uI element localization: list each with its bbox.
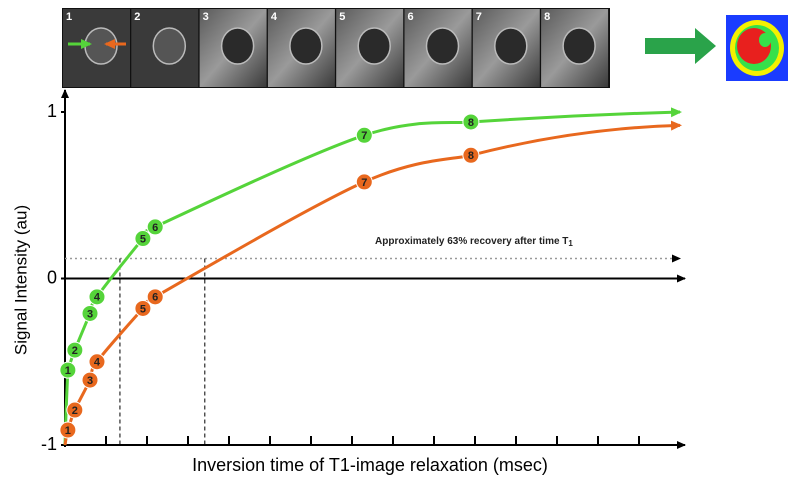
mri-heart	[562, 27, 596, 65]
data-point	[355, 173, 373, 191]
image-strip: 1 2 3 4 5 6 7 8	[62, 8, 610, 88]
point-label: 8	[468, 117, 474, 129]
data-point	[146, 288, 164, 306]
data-point	[81, 304, 99, 322]
frame-number: 1	[66, 11, 72, 23]
data-point	[462, 146, 480, 164]
point-label: 1	[65, 365, 71, 377]
point-label: 6	[152, 222, 158, 234]
data-point	[59, 361, 77, 379]
annotation-subscript: 1	[568, 239, 573, 248]
annotation-text: Approximately 63% recovery after time T	[375, 236, 568, 247]
mri-heart	[289, 27, 323, 65]
data-point	[88, 353, 106, 371]
point-label: 4	[94, 357, 101, 369]
data-point	[462, 113, 480, 131]
data-point	[134, 230, 152, 248]
frame-number: 4	[271, 11, 278, 23]
curve-tail	[470, 120, 682, 157]
curve-tail	[470, 107, 682, 124]
curve	[66, 153, 472, 431]
data-point	[66, 341, 84, 359]
point-label: 3	[87, 375, 93, 387]
point-label: 4	[94, 292, 101, 304]
data-point	[355, 126, 373, 144]
frame-number: 6	[408, 11, 414, 23]
frame-number: 5	[339, 11, 345, 23]
mri-heart	[220, 27, 255, 65]
point-label: 3	[87, 308, 93, 320]
point-label: 7	[361, 177, 367, 189]
y-tick-label: 1	[47, 101, 57, 121]
frame-number: 7	[476, 11, 482, 23]
frame-number: 3	[203, 11, 209, 23]
point-label: 2	[72, 345, 78, 357]
point-label: 1	[65, 425, 71, 437]
mri-heart	[425, 27, 460, 65]
mri-heart	[357, 27, 391, 65]
data-point	[146, 218, 164, 236]
map-arrow	[645, 28, 716, 64]
frame-number: 2	[134, 11, 140, 23]
x-axis-label: Inversion time of T1-image relaxation (m…	[192, 455, 548, 475]
y-axis-label: Signal Intensity (au)	[11, 205, 30, 355]
mri-heart	[152, 27, 187, 65]
mri-heart	[84, 27, 118, 65]
data-point	[66, 401, 84, 419]
data-point	[88, 288, 106, 306]
y-tick-label: -1	[41, 434, 57, 454]
point-label: 5	[140, 303, 146, 315]
point-label: 2	[72, 405, 78, 417]
mri-heart	[494, 27, 528, 65]
point-label: 7	[361, 130, 367, 142]
frame-number: 8	[544, 11, 550, 23]
point-label: 5	[140, 233, 146, 245]
data-point	[59, 421, 77, 439]
data-point	[134, 299, 152, 317]
y-tick-label: 0	[47, 267, 57, 287]
point-label: 6	[152, 292, 158, 304]
t1-map	[726, 15, 788, 81]
point-label: 8	[468, 150, 474, 162]
annotation: Approximately 63% recovery after time T1	[375, 236, 573, 248]
data-point	[81, 371, 99, 389]
